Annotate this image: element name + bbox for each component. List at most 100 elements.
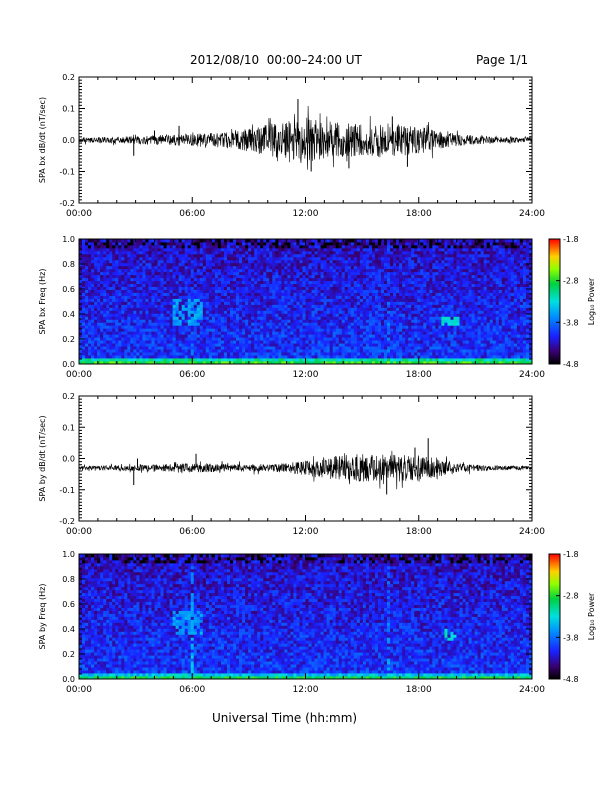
- heatmap-cell: [344, 319, 349, 323]
- heatmap-cell: [299, 322, 303, 326]
- heatmap-cell: [411, 292, 415, 296]
- heatmap-cell: [402, 313, 406, 317]
- heatmap-cell: [365, 298, 370, 302]
- heatmap-cell: [178, 298, 183, 302]
- heatmap-cell: [393, 259, 397, 264]
- heatmap-cell: [365, 346, 370, 350]
- heatmap-cell: [157, 304, 161, 308]
- heatmap-cell: [281, 322, 285, 326]
- heatmap-cell: [127, 286, 131, 290]
- heatmap-cell: [408, 319, 412, 323]
- heatmap-cell: [266, 259, 270, 264]
- heatmap-cell: [420, 310, 424, 314]
- heatmap-cell: [290, 316, 294, 320]
- heatmap-cell: [338, 298, 343, 302]
- heatmap-cell: [362, 239, 367, 243]
- heatmap-cell: [196, 283, 201, 288]
- heatmap-cell: [393, 265, 397, 270]
- heatmap-cell: [411, 280, 415, 285]
- heatmap-cell: [411, 298, 415, 302]
- heatmap-cell: [94, 310, 98, 314]
- heatmap-cell: [187, 316, 192, 320]
- heatmap-cell: [205, 250, 210, 255]
- heatmap-cell: [353, 250, 358, 255]
- heatmap-cell: [100, 298, 104, 302]
- heatmap-cell: [384, 262, 388, 267]
- heatmap-cell: [359, 244, 364, 249]
- heatmap-cell: [332, 337, 337, 341]
- heatmap-cell: [396, 239, 400, 243]
- heatmap-cell: [393, 298, 397, 302]
- heatmap-cell: [347, 310, 352, 314]
- heatmap-cell: [211, 283, 216, 288]
- heatmap-cell: [184, 271, 189, 276]
- heatmap-cell: [124, 286, 128, 290]
- heatmap-cell: [163, 310, 167, 314]
- heatmap-cell: [142, 334, 146, 338]
- heatmap-cell: [350, 334, 355, 338]
- heatmap-cell: [353, 301, 358, 305]
- heatmap-cell: [377, 283, 382, 288]
- heatmap-cell: [281, 283, 285, 288]
- heatmap-cell: [115, 295, 119, 299]
- heatmap-cell: [163, 319, 167, 323]
- heatmap-cell: [381, 250, 385, 255]
- heatmap-cell: [269, 355, 273, 359]
- heatmap-cell: [293, 259, 297, 264]
- heatmap-cell: [371, 301, 376, 305]
- heatmap-cell: [353, 340, 358, 344]
- heatmap-cell: [145, 259, 149, 264]
- heatmap-cell: [426, 361, 430, 365]
- heatmap-cell: [308, 277, 312, 282]
- heatmap-cell: [169, 268, 174, 273]
- heatmap-cell: [365, 268, 370, 273]
- heatmap-cell: [405, 241, 409, 246]
- heatmap-cell: [136, 340, 140, 344]
- heatmap-cell: [112, 352, 116, 356]
- heatmap-cell: [85, 271, 89, 276]
- heatmap-cell: [145, 298, 149, 302]
- heatmap-cell: [94, 241, 98, 246]
- heatmap-cell: [130, 316, 134, 320]
- heatmap-cell: [314, 304, 318, 308]
- heatmap-cell: [326, 295, 331, 299]
- heatmap-cell: [157, 316, 161, 320]
- heatmap-cell: [323, 304, 328, 308]
- heatmap-cell: [175, 307, 180, 311]
- heatmap-cell: [362, 313, 367, 317]
- heatmap-cell: [420, 274, 424, 279]
- heatmap-cell: [368, 346, 373, 350]
- heatmap-cell: [230, 298, 234, 302]
- heatmap-cell: [362, 280, 367, 285]
- heatmap-cell: [127, 247, 131, 252]
- heatmap-cell: [230, 361, 234, 365]
- heatmap-cell: [269, 295, 273, 299]
- heatmap-cell: [281, 304, 285, 308]
- heatmap-cell: [284, 328, 288, 332]
- heatmap-cell: [248, 352, 252, 356]
- heatmap-cell: [329, 346, 334, 350]
- heatmap-cell: [411, 286, 415, 290]
- heatmap-cell: [205, 343, 210, 347]
- heatmap-cell: [420, 280, 424, 285]
- heatmap-cell: [109, 280, 113, 285]
- heatmap-cell: [281, 298, 285, 302]
- heatmap-cell: [103, 331, 107, 335]
- heatmap-cell: [299, 268, 303, 273]
- heatmap-cell: [381, 241, 385, 246]
- heatmap-cell: [103, 239, 107, 243]
- heatmap-cell: [417, 253, 421, 258]
- heatmap-cell: [100, 295, 104, 299]
- heatmap-cell: [145, 358, 149, 362]
- heatmap-cell: [269, 265, 273, 270]
- heatmap-cell: [350, 361, 355, 365]
- heatmap-cell: [106, 334, 110, 338]
- heatmap-cell: [335, 355, 340, 359]
- heatmap-cell: [193, 352, 198, 356]
- heatmap-cell: [199, 241, 204, 246]
- heatmap-cell: [100, 292, 104, 296]
- heatmap-cell: [423, 349, 427, 353]
- heatmap-cell: [284, 349, 288, 353]
- heatmap-cell: [109, 319, 113, 323]
- heatmap-cell: [396, 280, 400, 285]
